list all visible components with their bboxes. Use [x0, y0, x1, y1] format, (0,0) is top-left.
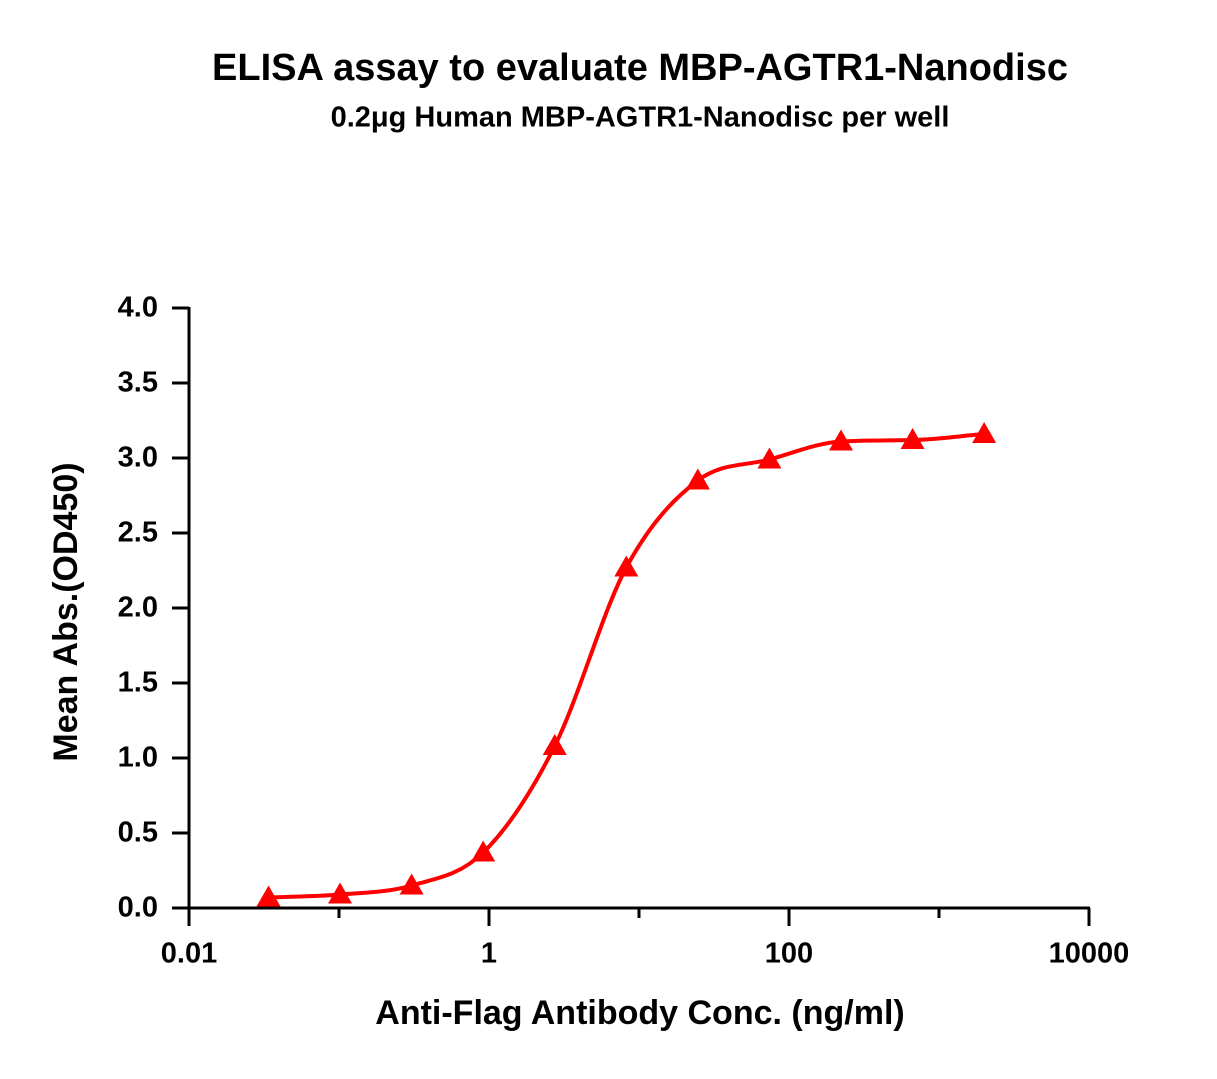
data-point	[542, 734, 567, 755]
chart-subtitle: 0.2μg Human MBP-AGTR1-Nanodisc per well	[331, 102, 950, 134]
data-point	[685, 468, 710, 490]
y-tick-label: 1.5	[118, 667, 158, 699]
data-point	[256, 885, 281, 907]
y-tick-label: 0.5	[118, 817, 158, 849]
y-tick-label: 1.0	[118, 742, 158, 774]
data-point	[829, 429, 854, 451]
y-tick-label: 2.0	[118, 592, 158, 624]
x-tick-label: 0.01	[161, 938, 217, 970]
data-point	[328, 882, 353, 904]
data-point	[757, 447, 782, 469]
data-point	[900, 428, 925, 449]
y-tick-label: 4.0	[118, 292, 158, 324]
data-point	[614, 555, 639, 577]
x-tick-label: 10000	[1049, 938, 1130, 970]
data-point	[972, 422, 997, 443]
data-point	[471, 840, 496, 862]
x-tick-label: 1	[481, 938, 497, 970]
x-axis-label: Anti-Flag Antibody Conc. (ng/ml)	[375, 994, 904, 1032]
y-tick-label: 3.0	[118, 442, 158, 474]
y-tick-label: 2.5	[118, 517, 158, 549]
data-point	[399, 873, 424, 895]
fit-curve	[268, 432, 985, 900]
y-tick-label: 0.0	[118, 892, 158, 924]
x-tick-label: 100	[765, 938, 813, 970]
y-axis-label: Mean Abs.(OD450)	[47, 462, 85, 761]
chart-title: ELISA assay to evaluate MBP-AGTR1-Nanodi…	[212, 47, 1068, 89]
y-tick-label: 3.5	[118, 367, 158, 399]
